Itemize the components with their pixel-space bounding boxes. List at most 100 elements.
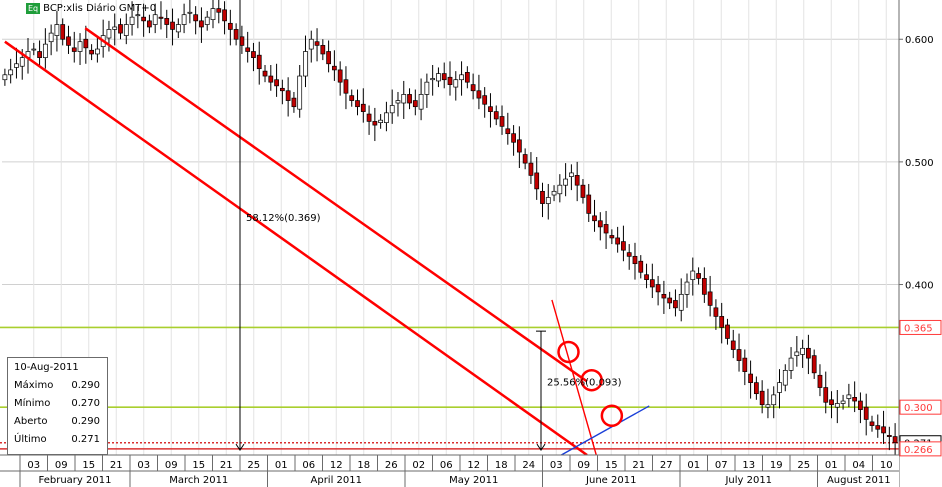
candle-body	[314, 41, 320, 46]
candle-body	[661, 293, 667, 299]
day-tick-label: 13	[742, 460, 755, 471]
candle-body	[19, 57, 25, 67]
candle-body	[77, 41, 83, 52]
ohlc-label: Mínimo	[14, 398, 51, 409]
day-tick-label: 12	[467, 460, 480, 471]
day-tick-label: 01	[275, 460, 288, 471]
candle-body	[210, 8, 216, 20]
candle-body	[505, 128, 511, 135]
price-tick-label: 0.500	[905, 158, 934, 169]
candle-body	[42, 43, 48, 58]
candle-body	[782, 370, 788, 386]
candle-body	[401, 94, 407, 104]
day-tick-label: 01	[825, 460, 838, 471]
candle-body	[274, 79, 279, 87]
candle-body	[632, 255, 638, 265]
candle-body	[285, 90, 291, 101]
day-tick-label: 06	[302, 460, 315, 471]
candle-body	[71, 47, 77, 52]
candle-body	[638, 260, 644, 273]
candle-body	[603, 224, 609, 234]
candle-body	[748, 373, 753, 383]
day-tick-label: 25	[247, 460, 260, 471]
month-label: May 2011	[449, 475, 498, 486]
candle-body	[673, 300, 678, 309]
candle-body	[742, 357, 748, 372]
candle-body	[771, 394, 777, 406]
month-label: February 2011	[39, 475, 112, 486]
candle-body	[615, 237, 621, 245]
ohlc-label: Aberto	[14, 416, 48, 427]
candle-body	[840, 400, 846, 404]
candle-body	[152, 14, 158, 25]
candle-body	[106, 29, 112, 39]
month-label: July 2011	[724, 475, 772, 486]
day-tick-label: 02	[412, 460, 425, 471]
day-tick-label: 06	[440, 460, 453, 471]
day-tick-label: 04	[852, 460, 865, 471]
candle-body	[256, 54, 262, 70]
candle-body	[279, 87, 285, 92]
candle-body	[118, 24, 123, 34]
candle-body	[667, 297, 673, 304]
candle-body	[245, 47, 251, 52]
candle-body	[886, 435, 892, 437]
candle-body	[48, 32, 54, 43]
instrument-badge: Eq	[26, 3, 41, 14]
day-tick-label: 25	[797, 460, 810, 471]
ohlc-value: 0.290	[71, 416, 100, 427]
month-label: June 2011	[585, 475, 636, 486]
candle-body	[725, 324, 730, 339]
candle-body	[123, 24, 129, 36]
candle-body	[800, 347, 805, 355]
candle-body	[216, 8, 222, 13]
highlight-circle	[600, 404, 624, 428]
candle-body	[291, 97, 297, 108]
candle-body	[534, 172, 540, 190]
candle-body	[540, 190, 545, 204]
candle-body	[834, 403, 840, 408]
candle-body	[366, 113, 372, 122]
candle-body	[470, 84, 476, 92]
candle-body	[852, 397, 858, 402]
candle-body	[95, 48, 100, 55]
day-tick-label: 01	[687, 460, 700, 471]
candle-body	[459, 74, 464, 81]
ohlc-value: 0.270	[71, 398, 100, 409]
day-tick-label: 12	[330, 460, 343, 471]
candle-body	[384, 112, 389, 123]
candle-body	[297, 75, 303, 110]
instrument-tag: Eq BCP:xlis Diário GMT+0	[26, 3, 156, 14]
candle-body	[644, 274, 649, 280]
candle-body	[332, 65, 337, 71]
candle-body	[869, 421, 875, 426]
candle-body	[649, 279, 655, 288]
candle-body	[251, 51, 256, 58]
channel-line	[4, 40, 588, 457]
candle-body	[8, 69, 14, 76]
candle-body	[626, 252, 632, 257]
candle-body	[678, 293, 684, 311]
candle-body	[858, 400, 863, 410]
candle-body	[499, 116, 505, 127]
day-tick-label: 09	[165, 460, 178, 471]
price-tick-label: 0.400	[905, 281, 934, 292]
candle-body	[447, 76, 453, 85]
candle-body	[158, 16, 164, 19]
day-tick-label: 03	[550, 460, 563, 471]
candle-body	[233, 29, 239, 40]
candle-body	[355, 100, 360, 108]
candle-body	[141, 16, 146, 22]
day-tick-label: 21	[110, 460, 123, 471]
candle-body	[320, 45, 326, 55]
candle-body	[147, 20, 152, 28]
candle-body	[811, 355, 817, 374]
parallel-line	[551, 299, 604, 479]
candle-body	[754, 382, 759, 395]
candle-body	[430, 78, 436, 81]
candle-body	[326, 51, 331, 65]
candle-body	[701, 278, 707, 295]
candle-body	[175, 24, 181, 33]
day-tick-label: 21	[632, 460, 645, 471]
